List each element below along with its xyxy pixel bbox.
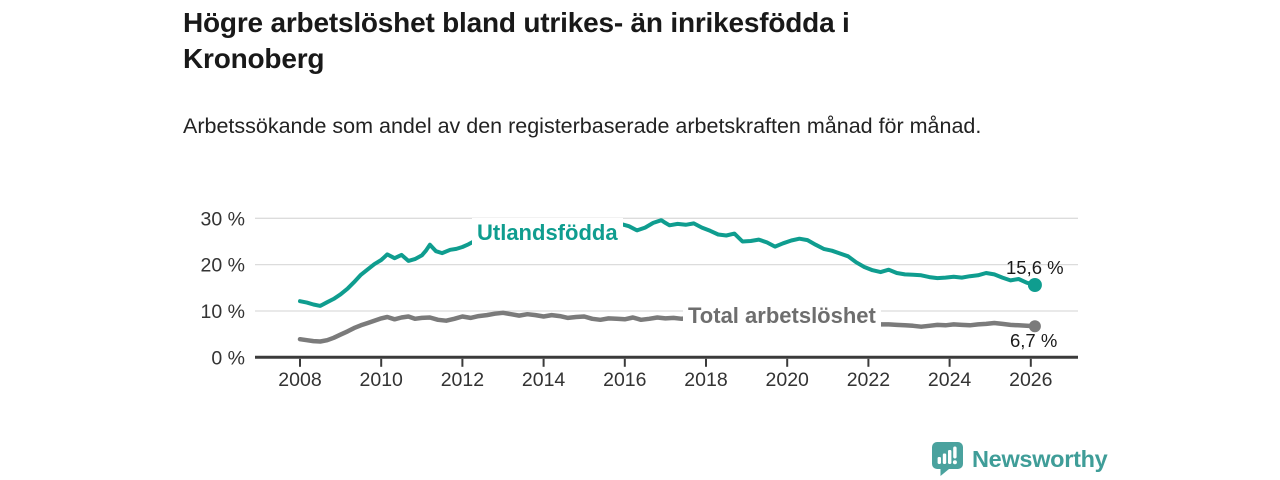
end-value-label-utlandsfodda: 15,6 %: [1006, 257, 1064, 278]
bar-chart-speech-bubble-icon: [932, 442, 963, 476]
page-subtitle: Arbetssökande som andel av den registerb…: [183, 114, 982, 138]
svg-text:2018: 2018: [684, 369, 727, 391]
svg-text:2012: 2012: [441, 369, 484, 391]
svg-text:2010: 2010: [360, 369, 404, 391]
newsworthy-logo[interactable]: Newsworthy: [932, 442, 1108, 476]
series-total-arbetsl-shet: [297, 310, 1041, 344]
page-title: Högre arbetslöshet bland utrikes- än inr…: [183, 7, 850, 74]
svg-text:20 %: 20 %: [201, 255, 245, 277]
svg-text:2014: 2014: [522, 369, 566, 391]
svg-text:2026: 2026: [1009, 369, 1052, 391]
svg-text:2020: 2020: [766, 369, 810, 391]
x-axis-ticks: 2008 2010 2012 2014 2016 2018 2020 2022 2024 2026: [278, 358, 1052, 391]
end-value-label-total-arbetsloshet: 6,7 %: [1010, 330, 1058, 351]
latest-value-dot: [1028, 320, 1041, 333]
svg-text:2016: 2016: [603, 369, 646, 391]
series-label-total-arbetsloshet: Total arbetslöshet: [683, 301, 881, 331]
series-utlandsf-dda: [298, 218, 1042, 308]
svg-text:2024: 2024: [928, 369, 972, 391]
latest-value-dot: [1027, 278, 1042, 292]
svg-text:2022: 2022: [847, 369, 890, 391]
svg-text:30 %: 30 %: [201, 208, 245, 230]
gridlines: [255, 217, 1078, 312]
y-axis-labels: 0 % 10 % 20 % 30 %: [201, 208, 245, 369]
newsworthy-wordmark: Newsworthy: [972, 445, 1108, 472]
svg-text:2008: 2008: [278, 369, 321, 391]
svg-text:10 %: 10 %: [201, 301, 245, 323]
series-label-utlandsfodda: Utlandsfödda: [472, 218, 623, 248]
svg-text:0 %: 0 %: [211, 347, 245, 369]
